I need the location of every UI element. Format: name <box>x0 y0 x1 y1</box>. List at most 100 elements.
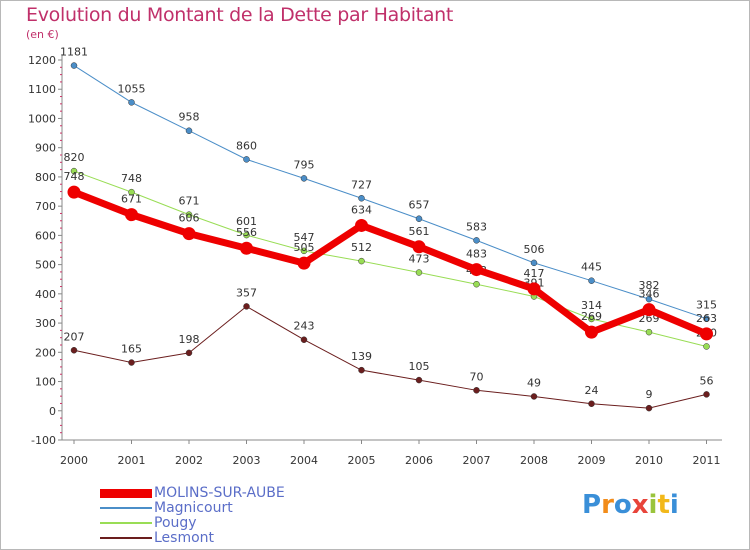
y-tick-label: -100 <box>31 434 56 447</box>
data-point-pougy <box>300 247 308 255</box>
data-label-molins-sur-aube: 269 <box>581 310 602 323</box>
x-tick-label: 2011 <box>693 454 721 467</box>
legend-item: Magnicourt <box>100 501 233 515</box>
data-point-pougy <box>588 315 595 323</box>
data-label-magnicourt: 795 <box>294 158 315 171</box>
data-label-molins-sur-aube: 417 <box>524 267 545 280</box>
data-point-magnicourt <box>300 175 308 182</box>
data-point-molins-sur-aube <box>700 327 713 341</box>
data-label-molins-sur-aube: 346 <box>639 288 660 301</box>
x-tick-label: 2001 <box>118 454 146 467</box>
data-point-magnicourt <box>243 156 250 163</box>
data-label-pougy: 547 <box>294 231 315 244</box>
data-point-magnicourt <box>128 99 135 106</box>
chart-title: Evolution du Montant de la Dette par Hab… <box>26 4 454 26</box>
data-label-lesmont: 70 <box>470 370 484 383</box>
y-tick-label: 300 <box>35 317 56 330</box>
data-point-pougy <box>243 231 250 239</box>
legend-item: MOLINS-SUR-AUBE <box>100 486 285 500</box>
data-label-magnicourt: 860 <box>236 139 257 152</box>
data-point-pougy <box>703 343 710 350</box>
data-point-lesmont <box>645 404 653 412</box>
data-label-magnicourt: 445 <box>581 261 602 274</box>
data-label-magnicourt: 382 <box>639 279 660 292</box>
data-point-molins-sur-aube <box>240 241 253 255</box>
x-tick-label: 2000 <box>60 454 88 467</box>
data-point-magnicourt <box>358 195 365 202</box>
data-point-molins-sur-aube <box>585 325 598 339</box>
data-label-pougy: 473 <box>409 253 430 266</box>
data-point-lesmont <box>473 387 480 394</box>
data-point-molins-sur-aube <box>182 227 196 241</box>
data-point-lesmont <box>530 393 538 400</box>
data-label-lesmont: 207 <box>64 330 85 343</box>
data-point-molins-sur-aube <box>355 218 368 232</box>
logo-letter: t <box>657 490 670 520</box>
series-line-pougy <box>73 170 707 347</box>
data-point-molins-sur-aube <box>67 185 81 199</box>
y-tick-label: 200 <box>35 346 56 359</box>
legend-swatch <box>100 507 152 509</box>
x-tick-label: 2004 <box>290 454 318 467</box>
series-line-molins-sur-aube <box>70 188 710 338</box>
data-label-molins-sur-aube: 483 <box>466 248 487 261</box>
data-point-lesmont <box>300 336 308 343</box>
legend-item: Lesmont <box>100 531 214 545</box>
legend-label: Lesmont <box>154 530 215 546</box>
data-point-lesmont <box>243 303 250 310</box>
unit-label: (en €) <box>26 28 59 41</box>
data-point-molins-sur-aube <box>527 282 541 296</box>
y-tick-label: 1200 <box>28 54 56 67</box>
data-label-lesmont: 139 <box>351 350 372 363</box>
data-point-pougy <box>128 188 135 196</box>
logo-letter: o <box>613 490 632 520</box>
data-label-molins-sur-aube: 634 <box>351 203 372 216</box>
data-label-pougy: 601 <box>236 215 257 228</box>
data-label-lesmont: 24 <box>585 384 599 397</box>
data-point-lesmont <box>358 366 365 374</box>
data-label-lesmont: 49 <box>527 376 541 389</box>
y-tick-label: 600 <box>35 229 56 242</box>
data-point-magnicourt <box>473 237 480 244</box>
data-point-molins-sur-aube <box>125 208 138 222</box>
data-label-magnicourt: 1055 <box>118 82 146 95</box>
data-point-lesmont <box>185 349 193 357</box>
data-point-magnicourt <box>185 127 193 134</box>
data-label-molins-sur-aube: 556 <box>236 226 257 239</box>
data-label-molins-sur-aube: 671 <box>121 193 142 206</box>
data-label-lesmont: 56 <box>700 374 714 387</box>
data-point-lesmont <box>588 400 595 408</box>
logo-letter: P <box>582 490 602 520</box>
data-point-molins-sur-aube <box>297 256 311 270</box>
data-point-magnicourt <box>70 62 78 69</box>
data-point-pougy <box>473 280 480 288</box>
data-point-molins-sur-aube <box>470 263 483 277</box>
logo-letter: x <box>631 490 649 520</box>
data-point-lesmont <box>703 391 710 398</box>
data-label-lesmont: 243 <box>294 320 315 333</box>
y-tick-label: 100 <box>35 376 56 389</box>
legend-label: Pougy <box>154 515 197 531</box>
legend-label: MOLINS-SUR-AUBE <box>154 485 285 501</box>
data-label-magnicourt: 958 <box>179 111 200 124</box>
y-tick-label: 400 <box>35 288 56 301</box>
data-point-magnicourt <box>703 315 710 322</box>
x-tick-label: 2003 <box>233 454 261 467</box>
data-label-lesmont: 105 <box>409 360 430 373</box>
data-label-magnicourt: 657 <box>409 199 430 212</box>
data-label-pougy: 314 <box>581 299 602 312</box>
data-label-pougy: 820 <box>64 151 85 164</box>
data-label-magnicourt: 315 <box>696 299 717 312</box>
proxiti-logo: Proxiti <box>582 490 679 520</box>
data-point-lesmont <box>128 359 135 366</box>
x-tick-label: 2007 <box>463 454 491 467</box>
data-point-pougy <box>645 328 653 336</box>
data-label-molins-sur-aube: 505 <box>294 241 315 254</box>
data-label-magnicourt: 583 <box>466 220 487 233</box>
legend-swatch <box>100 537 152 539</box>
x-tick-label: 2002 <box>175 454 203 467</box>
data-point-magnicourt <box>530 259 538 267</box>
data-point-molins-sur-aube <box>412 240 426 254</box>
series-line-lesmont <box>73 305 707 409</box>
